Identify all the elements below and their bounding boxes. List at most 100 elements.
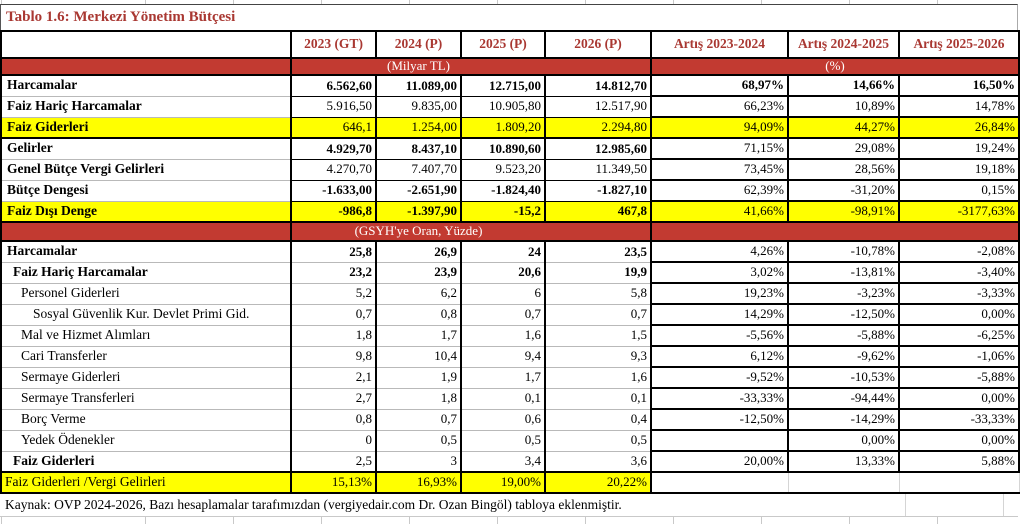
- value-cell: 11.349,50: [545, 158, 652, 181]
- value-cell: -986,8: [291, 200, 377, 223]
- value-cell: 23,9: [376, 261, 462, 284]
- table-row: Personel Giderleri 5,2 6,2 6 5,8 19,23% -3,23%…: [0, 282, 1020, 305]
- value-cell: 12.985,60: [545, 137, 652, 160]
- source-note: Kaynak: OVP 2024-2026, Bazı hesaplamalar…: [5, 497, 622, 512]
- growth-cell: 4,26%: [650, 240, 789, 263]
- growth-cell: 26,84%: [898, 116, 1020, 139]
- value-cell: -15,2: [461, 200, 546, 223]
- growth-cell: [650, 429, 789, 452]
- value-cell: 24: [461, 240, 546, 263]
- growth-cell: 16,50%: [898, 74, 1020, 97]
- table-row: Faiz Hariç Harcamalar 5.916,50 9.835,00 10.…: [0, 95, 1020, 118]
- table-title-row: Tablo 1.6: Merkezi Yönetim Bütçesi: [0, 4, 1018, 30]
- row-label: Gelirler: [0, 137, 292, 160]
- growth-cell: 71,15%: [650, 137, 789, 160]
- growth-cell: -2,08%: [898, 240, 1020, 263]
- value-cell: 0,5: [461, 429, 546, 452]
- column-header-4: Artış 2023-2024: [650, 30, 789, 59]
- value-cell: 9,4: [461, 345, 546, 368]
- value-cell: 1,6: [545, 366, 652, 389]
- value-cell: 0,7: [461, 303, 546, 326]
- column-header-3: 2026 (P): [544, 30, 652, 59]
- value-cell: 2,5: [291, 450, 377, 473]
- value-cell: 19,9: [545, 261, 652, 284]
- value-cell: 12.715,00: [461, 74, 546, 97]
- value-cell: 5.916,50: [291, 95, 377, 118]
- row-label: Faiz Giderleri: [0, 116, 292, 139]
- value-cell: 0,7: [376, 408, 462, 431]
- value-cell: 467,8: [545, 200, 652, 223]
- growth-cell: -1,06%: [898, 345, 1020, 368]
- section-band-spacer: [545, 221, 652, 242]
- value-cell: 19,00%: [461, 471, 546, 494]
- growth-cell: -13,81%: [787, 261, 900, 284]
- growth-cell: 73,45%: [650, 158, 789, 181]
- unit-band-spacer: [545, 57, 652, 76]
- value-cell: 15,13%: [291, 471, 377, 494]
- table-row: Genel Bütçe Vergi Gelirleri 4.270,70 7.407…: [0, 158, 1020, 181]
- table-row: Faiz Hariç Harcamalar 23,2 23,9 20,6 19,9 3,0…: [0, 261, 1020, 284]
- outside-grid-cell: [651, 471, 789, 494]
- table-row: Sosyal Güvenlik Kur. Devlet Primi Gid. 0,…: [0, 303, 1020, 326]
- outside-grid-cell: [899, 471, 1020, 494]
- value-cell: 25,8: [291, 240, 377, 263]
- value-cell: 1,5: [545, 324, 652, 347]
- growth-cell: -10,78%: [787, 240, 900, 263]
- row-label: Faiz Giderleri: [0, 450, 292, 473]
- growth-cell: -98,91%: [787, 200, 900, 223]
- value-cell: 0,1: [545, 387, 652, 410]
- value-cell: 2.294,80: [545, 116, 652, 139]
- value-cell: -1.824,40: [461, 179, 546, 202]
- growth-cell: 14,29%: [650, 303, 789, 326]
- row-label: Sermaye Giderleri: [0, 366, 292, 389]
- column-header-6: Artış 2025-2026: [898, 30, 1020, 59]
- value-cell: 5,8: [545, 282, 652, 305]
- table-row: Sermaye Giderleri 2,1 1,9 1,7 1,6 -9,52% -10,5…: [0, 366, 1020, 389]
- section-band-gsyh: (GSYH'ye Oran, Yüzde): [291, 221, 545, 242]
- value-cell: 10,4: [376, 345, 462, 368]
- value-cell: 26,9: [376, 240, 462, 263]
- budget-table: 2023 (GT) 2024 (P) 2025 (P) 2026 (P) Artış 2…: [0, 30, 1020, 494]
- table-row: Mal ve Hizmet Alımları 1,8 1,7 1,6 1,5 -5,56%…: [0, 324, 1020, 347]
- section-band-right: [651, 221, 1020, 242]
- value-cell: -1.633,00: [291, 179, 377, 202]
- value-cell: 10.905,80: [461, 95, 546, 118]
- row-label: Sermaye Transferleri: [0, 387, 292, 410]
- section-band-row: (GSYH'ye Oran, Yüzde): [0, 221, 1020, 242]
- growth-cell: -9,52%: [650, 366, 789, 389]
- column-header-5: Artış 2024-2025: [787, 30, 900, 59]
- growth-cell: -3,33%: [898, 282, 1020, 305]
- value-cell: 0,1: [461, 387, 546, 410]
- growth-cell: 13,33%: [787, 450, 900, 473]
- table-row: Cari Transferler 9,8 10,4 9,4 9,3 6,12% -9,62%…: [0, 345, 1020, 368]
- growth-cell: -6,25%: [898, 324, 1020, 347]
- growth-cell: 94,09%: [650, 116, 789, 139]
- ratio-row: Faiz Giderleri /Vergi Gelirleri 15,13% 16,…: [0, 471, 1020, 494]
- column-header-2: 2025 (P): [460, 30, 546, 59]
- row-label: Faiz Dışı Denge: [0, 200, 292, 223]
- value-cell: 1,8: [291, 324, 377, 347]
- growth-cell: -33,33%: [650, 387, 789, 410]
- corner-cell: [0, 30, 292, 59]
- growth-cell: -10,53%: [787, 366, 900, 389]
- row-label: Cari Transferler: [0, 345, 292, 368]
- row-label: Harcamalar: [0, 74, 292, 97]
- growth-cell: -9,62%: [787, 345, 900, 368]
- row-label: Sosyal Güvenlik Kur. Devlet Primi Gid.: [0, 303, 292, 326]
- value-cell: 646,1: [291, 116, 377, 139]
- unit-band-label-cell: [0, 57, 292, 76]
- value-cell: 11.089,00: [376, 74, 462, 97]
- value-cell: 1,7: [461, 366, 546, 389]
- row-label: Genel Bütçe Vergi Gelirleri: [0, 158, 292, 181]
- value-cell: 9.835,00: [376, 95, 462, 118]
- value-cell: 0,5: [545, 429, 652, 452]
- value-cell: 14.812,70: [545, 74, 652, 97]
- growth-cell: -5,56%: [650, 324, 789, 347]
- growth-cell: 5,88%: [898, 450, 1020, 473]
- growth-cell: 10,89%: [787, 95, 900, 118]
- row-label: Faiz Hariç Harcamalar: [0, 261, 292, 284]
- gridline: [905, 494, 906, 516]
- growth-cell: 20,00%: [650, 450, 789, 473]
- unit-band-percent: (%): [651, 57, 1020, 76]
